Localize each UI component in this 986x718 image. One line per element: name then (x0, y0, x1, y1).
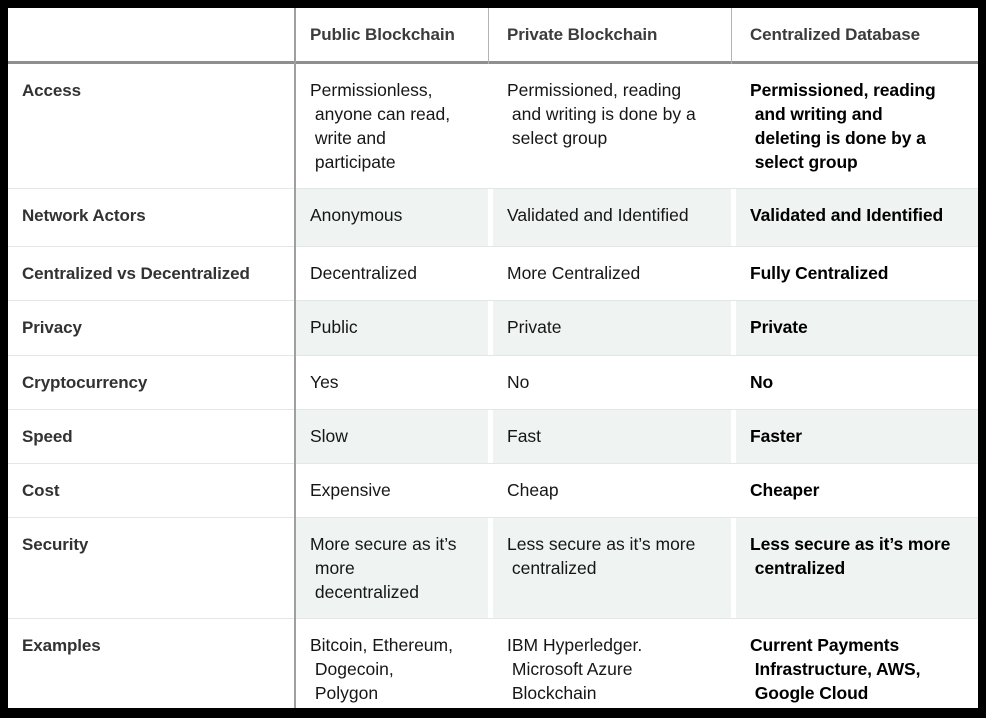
column-header-blank (8, 8, 296, 61)
cell-network-actors-public: Anonymous (296, 189, 488, 246)
cell-security-public: More secure as it’s more decentralized (296, 518, 488, 618)
table-row-security: Security More secure as it’s more decent… (8, 517, 978, 618)
cell-security-centralized: Less secure as it’s more centralized (731, 518, 978, 618)
cell-cryptocurrency-private: No (488, 356, 731, 409)
cell-network-actors-private: Validated and Identified (488, 189, 731, 246)
row-label-network-actors: Network Actors (22, 206, 146, 225)
table-row-speed: Speed Slow Fast Faster (8, 409, 978, 463)
cell-privacy-public: Public (296, 301, 488, 355)
column-header-private-blockchain: Private Blockchain (507, 24, 658, 44)
cell-security-private: Less secure as it’s more centralized (488, 518, 731, 618)
cell-cost-private: Cheap (488, 464, 731, 517)
table-row-cost: Cost Expensive Cheap Cheaper (8, 463, 978, 517)
cell-centralization-public: Decentralized (310, 263, 417, 283)
comparison-table: Public Blockchain Private Blockchain Cen… (8, 8, 978, 708)
cell-access-private: Permissioned, reading and writing is don… (488, 64, 731, 188)
header-row: Public Blockchain Private Blockchain Cen… (8, 8, 978, 61)
cell-speed-centralized: Faster (731, 410, 978, 463)
table-row-network-actors: Network Actors Anonymous Validated and I… (8, 188, 978, 246)
row-label-speed: Speed (22, 427, 73, 446)
cell-examples-private: IBM Hyperledger. Microsoft Azure Blockch… (488, 619, 731, 708)
row-label-security: Security (22, 535, 89, 554)
cell-centralization-centralized: Fully Centralized (731, 247, 978, 300)
header-divider-line (8, 61, 978, 64)
cell-examples-centralized: Current Payments Infrastructure, AWS, Go… (731, 619, 978, 708)
cell-cost-public: Expensive (310, 480, 391, 500)
table-row-centralized-vs-decentralized: Centralized vs Decentralized Decentraliz… (8, 246, 978, 300)
cell-examples-public: Bitcoin, Ethereum, Dogecoin, Polygon (310, 635, 453, 703)
cell-cryptocurrency-public: Yes (310, 372, 339, 392)
header-column-divider-line-1 (488, 8, 489, 64)
cell-privacy-private: Private (488, 301, 731, 355)
table-row-examples: Examples Bitcoin, Ethereum, Dogecoin, Po… (8, 618, 978, 708)
row-label-cryptocurrency: Cryptocurrency (22, 373, 148, 392)
cell-network-actors-centralized: Validated and Identified (731, 189, 978, 246)
table-row-cryptocurrency: Cryptocurrency Yes No No (8, 355, 978, 409)
cell-access-centralized: Permissioned, reading and writing and de… (731, 64, 978, 188)
cell-privacy-centralized: Private (731, 301, 978, 355)
row-label-centralized-vs-decentralized: Centralized vs Decentralized (22, 264, 250, 283)
row-label-cost: Cost (22, 481, 60, 500)
cell-cryptocurrency-centralized: No (731, 356, 978, 409)
row-label-privacy: Privacy (22, 318, 82, 337)
cell-centralization-private: More Centralized (488, 247, 731, 300)
label-column-divider-line (294, 8, 296, 708)
cell-access-public: Permissionless, anyone can read, write a… (310, 80, 451, 172)
row-label-examples: Examples (22, 636, 101, 655)
column-header-centralized-database: Centralized Database (750, 24, 920, 44)
table-row-privacy: Privacy Public Private Private (8, 300, 978, 355)
column-header-public-blockchain: Public Blockchain (310, 24, 455, 44)
cell-speed-public: Slow (296, 410, 488, 463)
table-row-access: Access Permissionless, anyone can read, … (8, 64, 978, 188)
row-label-access: Access (22, 81, 81, 100)
cell-speed-private: Fast (488, 410, 731, 463)
cell-cost-centralized: Cheaper (731, 464, 978, 517)
header-column-divider-line-2 (731, 8, 732, 64)
